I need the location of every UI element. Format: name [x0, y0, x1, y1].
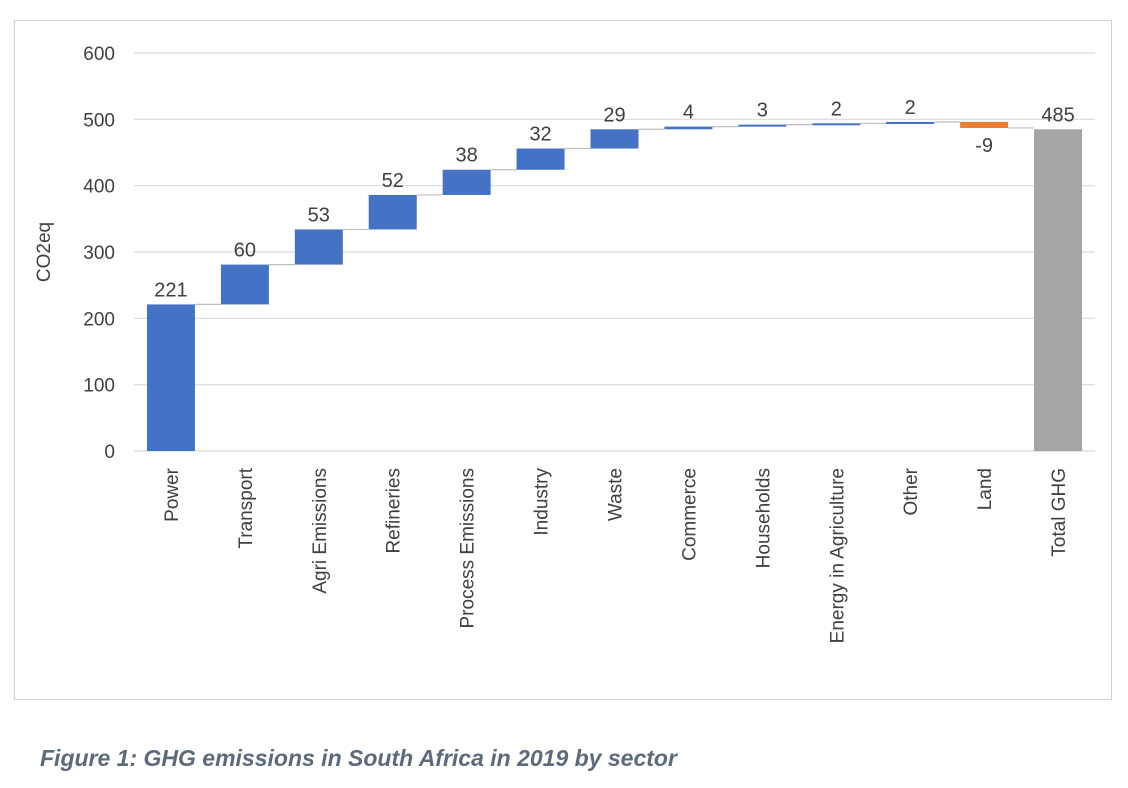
bar-other	[886, 121, 935, 124]
bar-total-ghg	[1034, 129, 1083, 452]
category-label-10: Other	[901, 467, 922, 515]
y-tick-label-600: 600	[83, 44, 115, 65]
bar-commerce	[664, 126, 713, 130]
y-axis-title: CO2eq	[34, 222, 55, 282]
y-tick-label-400: 400	[83, 177, 115, 198]
data-label-12: 485	[1041, 104, 1074, 126]
data-label-11: -9	[975, 135, 993, 157]
data-label-7: 4	[683, 102, 694, 124]
category-label-1: Transport	[236, 467, 257, 548]
category-label-3: Refineries	[384, 468, 405, 554]
bar-industry	[516, 148, 565, 170]
bar-waste	[590, 129, 639, 149]
connectors	[194, 121, 1035, 306]
data-label-10: 2	[905, 97, 916, 119]
bar-refineries	[368, 194, 417, 230]
figure-caption: Figure 1: GHG emissions in South Africa …	[40, 745, 677, 771]
gridlines	[134, 52, 1095, 452]
bar-process-emissions	[442, 169, 491, 195]
data-label-8: 3	[757, 100, 768, 122]
data-label-1: 60	[234, 240, 256, 262]
y-tick-label-200: 200	[83, 309, 115, 330]
data-label-9: 2	[831, 98, 842, 120]
chart-frame	[14, 20, 1112, 700]
category-label-2: Agri Emissions	[310, 468, 331, 594]
x-axis-category-labels: Power Transport Agri Emissions Refineries Pr…	[162, 467, 1070, 643]
y-tick-label-100: 100	[83, 376, 115, 397]
data-label-0: 221	[154, 279, 187, 301]
category-label-8: Households	[753, 468, 774, 568]
data-label-5: 32	[529, 124, 551, 146]
bar-households	[738, 124, 787, 127]
bar-land	[960, 121, 1009, 128]
bar-transport	[220, 264, 269, 305]
category-label-6: Waste	[606, 468, 627, 521]
data-label-6: 29	[603, 104, 625, 126]
bar-energy-in-agriculture	[812, 123, 861, 126]
y-tick-label-500: 500	[83, 110, 115, 131]
category-label-0: Power	[162, 467, 183, 522]
data-label-2: 53	[308, 204, 330, 226]
category-label-9: Energy in Agriculture	[827, 468, 848, 643]
category-label-11: Land	[975, 468, 996, 510]
bar-power	[146, 304, 195, 451]
category-label-4: Process Emissions	[458, 468, 479, 629]
y-axis-ticks: 0 100 200 300 400 500 600	[83, 44, 115, 463]
category-label-12: Total GHG	[1049, 468, 1070, 557]
bars	[146, 121, 1083, 452]
category-label-5: Industry	[532, 468, 553, 536]
category-label-7: Commerce	[679, 468, 700, 561]
y-tick-label-300: 300	[83, 243, 115, 264]
y-tick-label-0: 0	[104, 442, 115, 463]
data-label-3: 52	[382, 170, 404, 192]
bar-agri-emissions	[294, 229, 343, 265]
data-label-4: 38	[456, 145, 478, 167]
